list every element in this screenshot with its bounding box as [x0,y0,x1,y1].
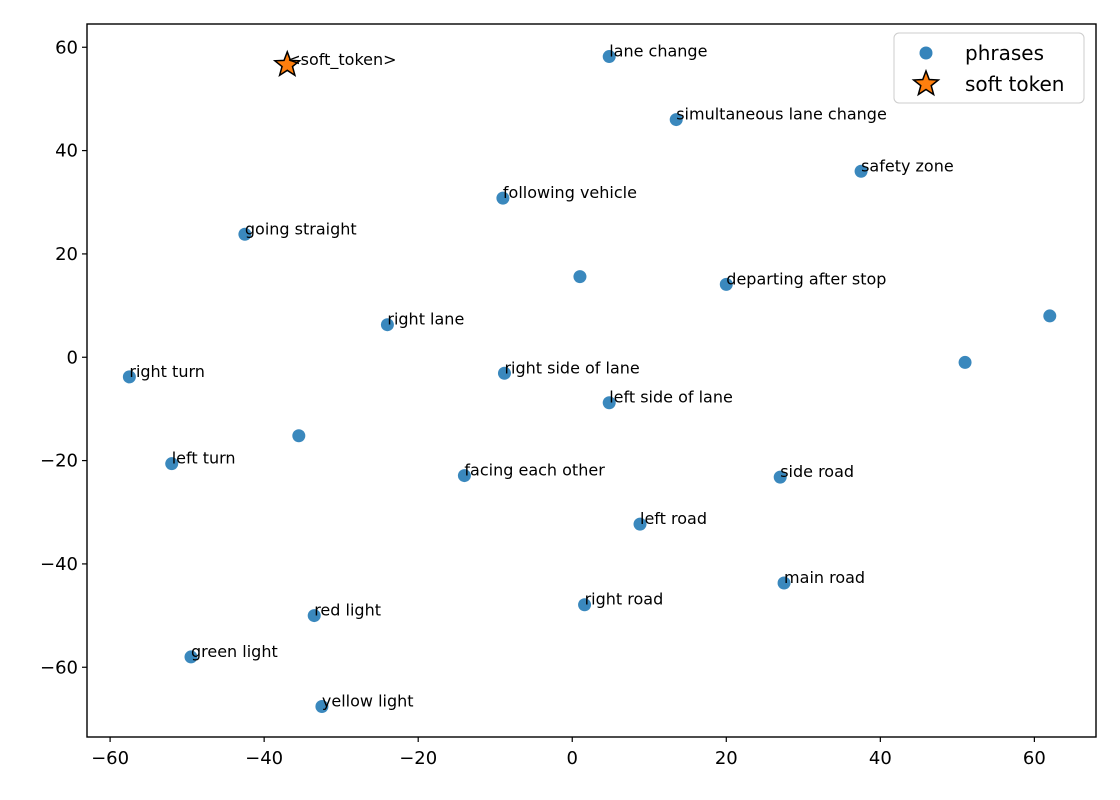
x-tick-label: −60 [91,748,129,769]
phrase-point [669,113,683,127]
phrase-label: right side of lane [504,358,639,377]
y-tick-label: 60 [55,37,78,58]
soft-token-point [272,49,302,78]
phrase-point [315,700,329,714]
phrase-point [1043,309,1057,323]
phrase-point [496,191,510,205]
legend-box [893,32,1085,104]
x-tick-label: 40 [869,748,892,769]
x-tick-label: 20 [715,748,738,769]
legend-label-soft-token: soft token [965,72,1064,96]
phrase-label: main road [784,568,865,587]
phrase-point [238,227,252,241]
phrase-point [165,457,179,471]
phrase-label: left road [640,509,707,528]
phrase-label: simultaneous lane change [676,105,887,124]
phrase-label: right lane [387,310,464,329]
phrase-label: following vehicle [503,183,637,202]
phrase-label: right road [585,590,664,609]
phrase-label: red light [314,601,381,620]
phrase-point [380,318,394,332]
plot-frame [86,23,1097,738]
phrase-label: side road [780,462,854,481]
phrase-label: departing after stop [726,269,886,288]
phrase-label: green light [191,642,278,661]
phrase-label: going straight [245,219,357,238]
phrase-point [573,270,587,284]
x-tick-label: 60 [1023,748,1046,769]
y-tick-label: −60 [40,657,78,678]
phrase-label: left side of lane [609,388,733,407]
phrase-point [457,469,471,483]
phrase-point [773,470,787,484]
phrase-point [184,650,198,664]
y-tick-label: 40 [55,141,78,162]
phrase-label: yellow light [322,692,414,711]
phrase-point [719,277,733,291]
phrase-label: right turn [129,362,205,381]
phrase-label: lane change [609,42,707,61]
phrase-point [497,366,511,380]
legend-marker-soft-token [911,68,941,97]
x-tick-label: 0 [567,748,578,769]
plot-points [122,49,1057,714]
phrase-point [307,609,321,623]
phrase-point [777,576,791,590]
legend: phrases soft token [893,32,1085,104]
point-labels: lane change simultaneous lane change safet… [129,42,953,711]
phrase-label: left turn [172,449,236,468]
phrase-point [292,429,306,443]
x-tick-label: −20 [399,748,437,769]
y-tick-label: −40 [40,554,78,575]
y-tick-label: 0 [67,347,78,368]
x-tick-label: −40 [245,748,283,769]
phrase-point [578,598,592,612]
y-tick-label: −20 [40,451,78,472]
phrase-label: facing each other [464,461,605,480]
phrase-point [602,50,616,64]
phrase-point [958,355,972,369]
phrase-point [633,517,647,531]
phrase-point [122,370,136,384]
legend-marker-phrases [919,46,933,60]
legend-label-phrases: phrases [965,41,1044,65]
phrase-point [602,396,616,410]
phrase-point [854,164,868,178]
axis-ticks: −60 −40 −20 0 20 40 60 60 40 20 0 −20 −40 −60 [40,37,1046,769]
soft-token-label: <soft_token> [287,50,396,70]
y-tick-label: 20 [55,244,78,265]
phrase-label: safety zone [861,156,954,175]
